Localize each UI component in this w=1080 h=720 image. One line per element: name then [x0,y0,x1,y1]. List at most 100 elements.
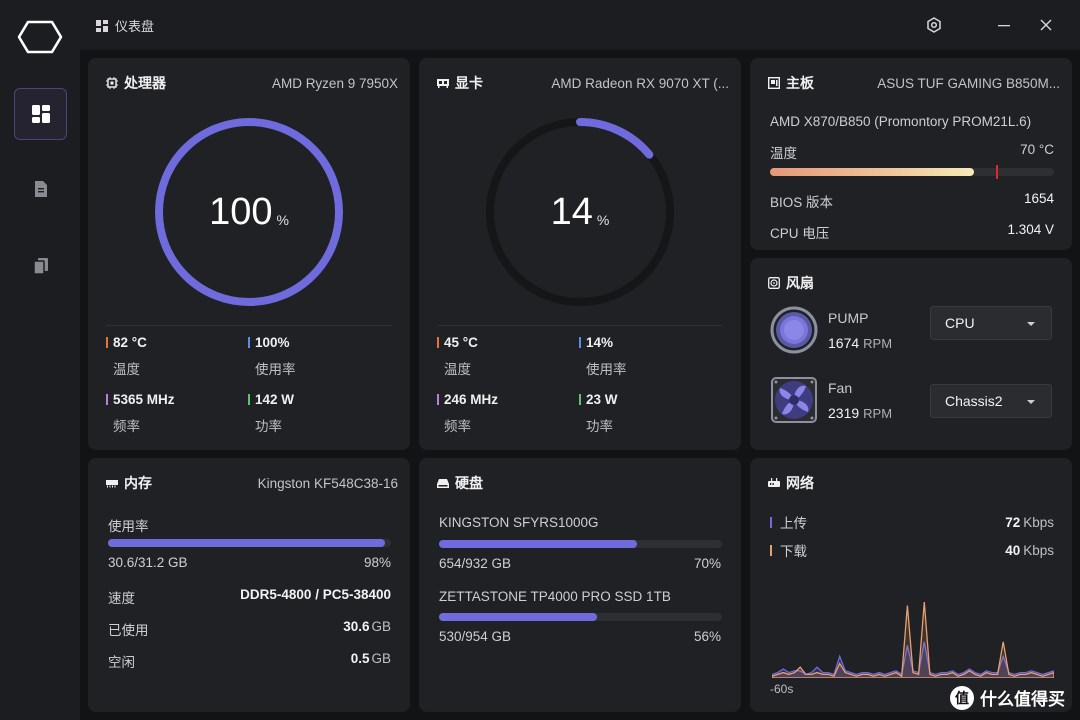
watermark: 值 什么值得买 [950,685,1065,710]
cpu-voltage-value: 1.304 V [1007,222,1054,237]
sidebar-item-document[interactable] [14,163,67,215]
cpu-voltage-label: CPU 电压 [770,226,830,241]
memory-usage-percent: 98% [363,555,391,570]
pump-source-value: CPU [945,315,975,331]
network-card: 网络 上传 72 Kbps 下载 40 Kbps -60s [750,458,1072,712]
disk-1-detail: 654/932 GB [439,556,512,571]
disk-icon [437,479,449,488]
upload-unit: Kbps [1023,514,1054,530]
power-marker [248,394,250,405]
fan-rpm-unit: RPM [863,406,893,421]
copy-icon [32,258,48,275]
cpu-title: 处理器 [124,75,166,91]
gpu-model: AMD Radeon RX 9070 XT (... [551,75,729,91]
power-marker [579,394,581,405]
pump-rpm-value: 1674 [828,335,860,351]
cpu-gauge-value: 100 % [153,116,345,308]
minimize-icon [998,25,1010,27]
dashboard-small-icon [96,19,108,32]
settings-button[interactable] [922,13,946,37]
memory-free-value: 0.5 [350,651,370,666]
gpu-usage-gauge [486,118,674,306]
cpu-card: 处理器 AMD Ryzen 9 7950X 100 % 82 °C 温度 100… [88,58,410,450]
memory-usage-label: 使用率 [108,519,149,534]
download-value: 40 [1005,542,1021,558]
cpu-model: AMD Ryzen 9 7950X [271,75,398,91]
download: 40 Kbps [1005,543,1054,558]
mb-temp-bar [770,165,1054,179]
disk-2-detail: 530/954 GB [439,629,512,644]
motherboard-title: 主板 [786,75,814,91]
bios-label: BIOS 版本 [770,195,834,210]
upload: 72 Kbps [1005,515,1054,530]
mb-temp-row: 温度 70 °C [770,142,1054,162]
gpu-usage-unit: % [596,212,610,228]
mb-temp-label: 温度 [770,146,797,161]
memory-usage-bar [108,539,391,547]
usage-marker [579,337,581,348]
cpu-power-value: 142 W [255,392,295,407]
memory-used-value: 30.6 [343,619,370,634]
network-axis-label: -60s [770,682,794,696]
cpu-usage-unit: % [276,212,289,228]
motherboard-card: 主板 ASUS TUF GAMING B850M... AMD X870/B85… [750,58,1072,250]
disk-card: 硬盘 KINGSTON SFYRS1000G 654/932 GB 70% ZE… [419,458,741,712]
watermark-logo: 值 [950,685,974,710]
bios-value: 1654 [1023,191,1054,206]
fan-icon [771,377,817,423]
app-logo [17,20,63,54]
cpu-usage-gauge [155,118,343,306]
sidebar-item-copy[interactable] [14,240,67,292]
gpu-temp-stat: 45 °C 温度 [437,335,478,378]
memory-usage-bar-fill [108,539,386,547]
gpu-power-label: 功率 [586,419,613,434]
motherboard-model: ASUS TUF GAMING B850M... [877,75,1060,91]
gpu-temp-value: 45 °C [444,335,478,350]
download-marker [770,544,772,556]
cpu-freq-stat: 5365 MHz 频率 [106,392,175,435]
gpu-usage-stat: 14% 使用率 [579,335,627,378]
dashboard-icon [31,105,50,123]
memory-free-unit: GB [371,651,391,666]
memory-used-label: 已使用 [108,623,149,638]
chipset-text: AMD X870/B850 (Promontory PROM21L.6) [770,114,1032,129]
fan-source-select[interactable]: Chassis2 [930,384,1052,418]
mb-temp-bar-fill [770,168,975,176]
window-title: 仪表盘 [96,16,154,35]
fan-name: Fan [828,380,853,396]
disk-2-usage-bar [439,613,722,621]
sidebar-item-dashboard[interactable] [14,88,67,140]
memory-speed-label: 速度 [108,591,135,606]
fan-rpm: 2319 RPM [828,405,892,421]
disk-2-percent: 56% [693,629,721,644]
pump-source-select[interactable]: CPU [930,306,1052,340]
chevron-down-icon [1027,400,1035,404]
freq-marker [437,394,439,405]
cpu-freq-value: 5365 MHz [113,392,175,407]
cpu-temp-value: 82 °C [113,335,147,350]
mb-temp-marker [996,165,999,179]
gpu-usage-number: 14 [550,190,593,233]
minimize-button[interactable] [992,13,1016,37]
temp-marker [437,337,439,348]
usage-marker [248,337,250,348]
download-row: 下载 40 Kbps [770,540,1054,560]
fan-rpm-value: 2319 [828,405,860,421]
close-button[interactable] [1034,13,1058,37]
mb-temp-value: 70 °C [1020,142,1054,157]
memory-model: Kingston KF548C38-16 [257,475,398,491]
cpu-power-stat: 142 W 功率 [248,392,294,435]
network-graph [772,601,1054,678]
gpu-card: 显卡 AMD Radeon RX 9070 XT (... 14 % 45 °C… [419,58,741,450]
memory-usage-detail: 30.6/31.2 GB [108,555,188,570]
gpu-freq-value: 246 MHz [444,392,499,407]
cpu-icon [106,77,118,89]
upload-value: 72 [1005,514,1021,530]
bios-row: BIOS 版本 1654 [770,191,1054,211]
gpu-title: 显卡 [455,75,483,91]
download-label: 下载 [780,544,807,559]
chevron-down-icon [1027,322,1035,326]
memory-used: 30.6 GB [343,619,391,634]
gpu-power-stat: 23 W 功率 [579,392,618,435]
temp-marker [106,337,108,348]
